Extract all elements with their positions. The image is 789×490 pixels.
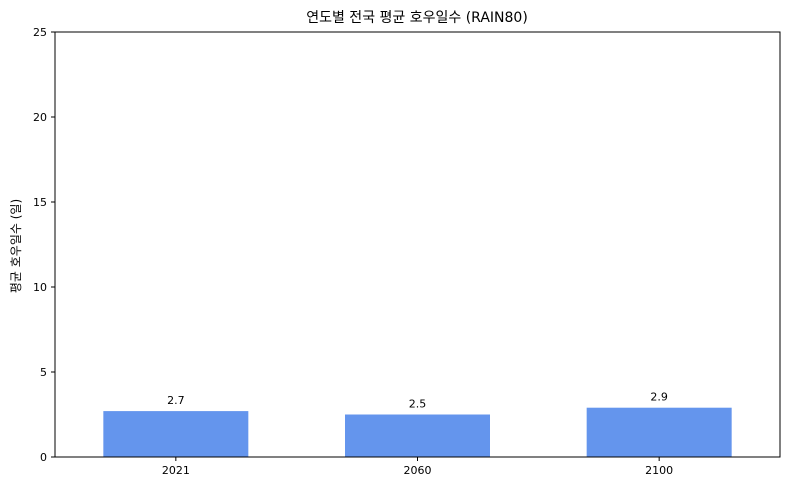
y-tick-label: 0	[40, 451, 47, 464]
bar-2100	[586, 407, 732, 457]
x-tick-label: 2021	[162, 464, 190, 477]
y-axis-label: 평균 호우일수 (일)	[9, 199, 23, 293]
y-tick-label: 10	[33, 281, 47, 294]
chart-title: 연도별 전국 평균 호우일수 (RAIN80)	[306, 10, 528, 26]
y-tick-label: 20	[33, 111, 47, 124]
bar-2021	[103, 411, 249, 457]
y-tick-label: 15	[33, 196, 47, 209]
y-axis: 0 5 10 15 20 25	[33, 26, 55, 464]
data-label-2060: 2.5	[409, 398, 427, 411]
y-tick-label: 5	[40, 366, 47, 379]
data-label-2100: 2.9	[650, 391, 668, 404]
bars: 2.7 2.5 2.9	[103, 391, 732, 457]
y-tick-label: 25	[33, 26, 47, 39]
plot-area-frame	[54, 31, 781, 458]
data-label-2021: 2.7	[167, 394, 185, 407]
x-axis: 2021 2060 2100	[162, 457, 673, 477]
x-tick-label: 2100	[645, 464, 673, 477]
bar-2060	[345, 414, 490, 457]
x-tick-label: 2060	[404, 464, 432, 477]
